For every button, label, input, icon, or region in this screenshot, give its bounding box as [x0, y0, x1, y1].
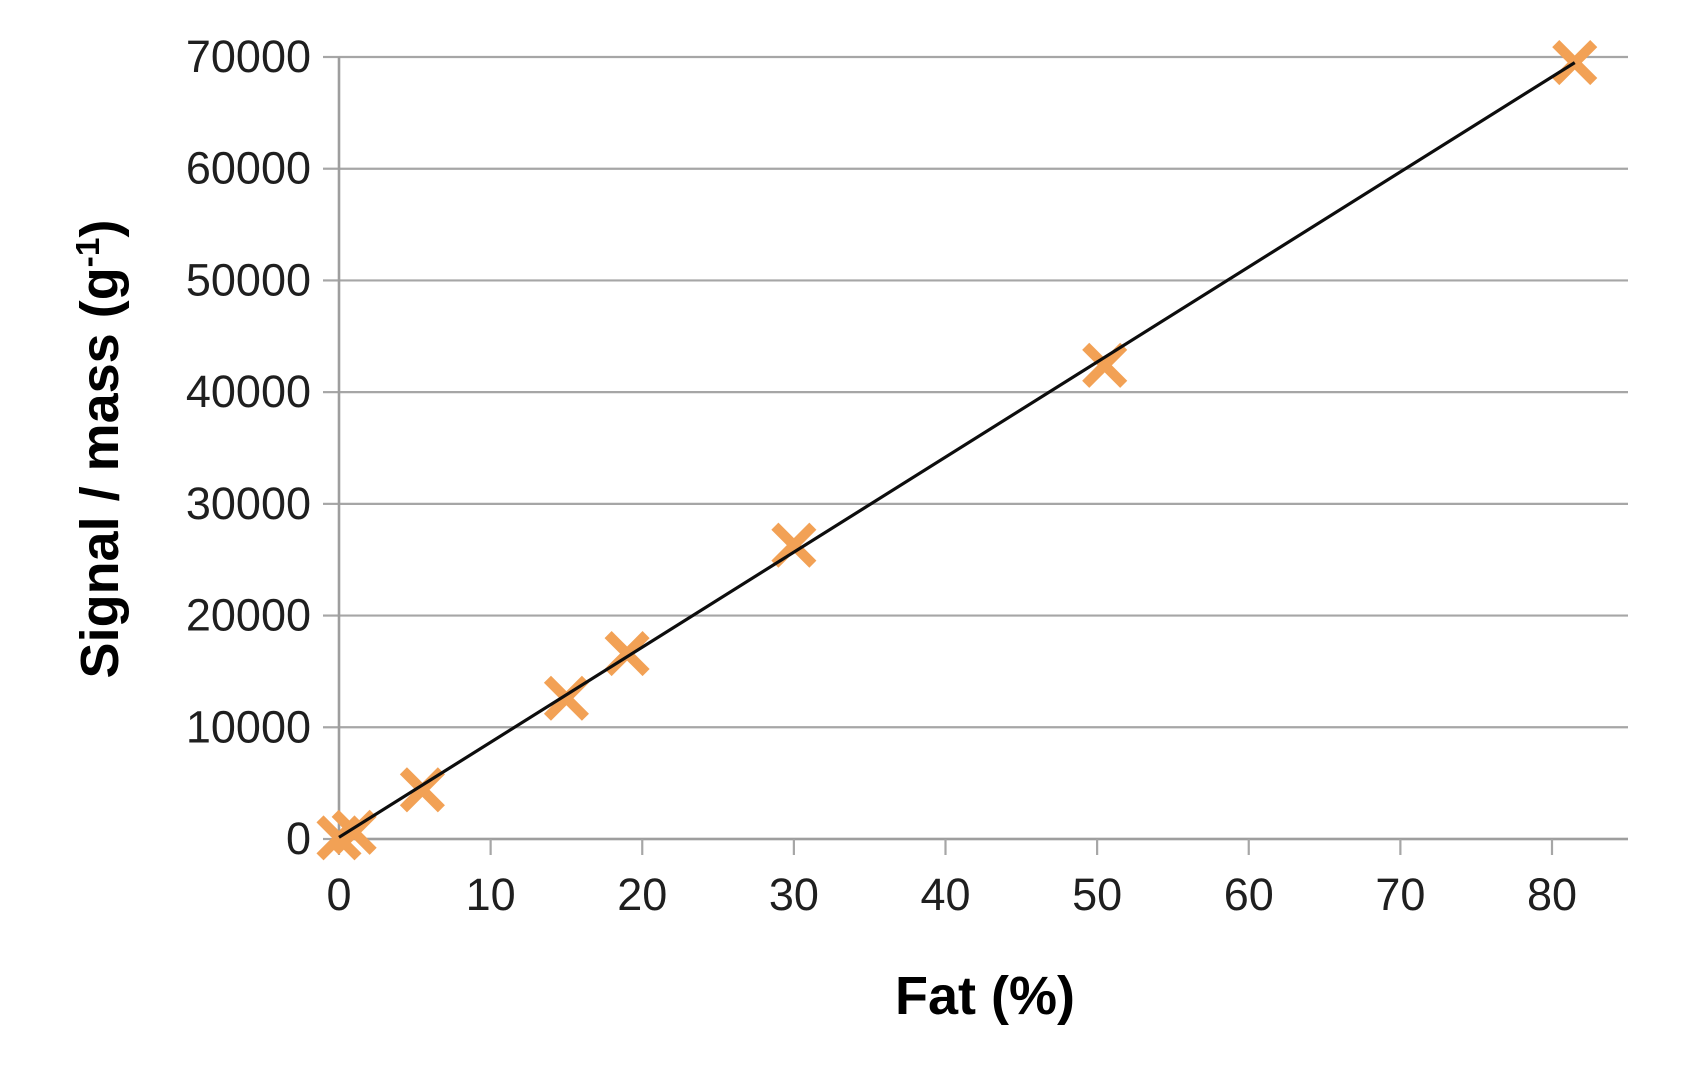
x-tick-label: 50: [1072, 869, 1122, 920]
y-tick-label: 50000: [186, 254, 311, 305]
data-point-marker: [1082, 342, 1128, 388]
x-tick-label: 80: [1527, 869, 1577, 920]
y-tick-label: 30000: [186, 478, 311, 529]
trendline: [338, 61, 1576, 839]
y-axis-title-superscript: -1: [70, 237, 107, 268]
marker-stroke: [771, 522, 817, 568]
y-tick-label: 0: [286, 813, 311, 864]
data-point-marker: [771, 522, 817, 568]
x-axis-title: Fat (%): [895, 966, 1075, 1026]
y-tick-label: 10000: [186, 701, 311, 752]
x-tick-label: 20: [617, 869, 667, 920]
y-axis-title: Signal / mass (g-1): [69, 199, 131, 699]
y-axis-title-base: Signal / mass (g: [70, 267, 130, 679]
marker-stroke: [1082, 342, 1128, 388]
x-tick-label: 10: [466, 869, 516, 920]
y-tick-label: 70000: [186, 31, 311, 82]
y-axis-title-suffix: ): [70, 219, 130, 238]
y-tick-label: 20000: [186, 590, 311, 641]
x-tick-label: 0: [326, 869, 351, 920]
x-tick-label: 70: [1375, 869, 1425, 920]
x-tick-label: 60: [1224, 869, 1274, 920]
x-tick-label: 40: [920, 869, 970, 920]
y-tick-label: 60000: [186, 143, 311, 194]
x-tick-label: 30: [769, 869, 819, 920]
y-tick-label: 40000: [186, 366, 311, 417]
